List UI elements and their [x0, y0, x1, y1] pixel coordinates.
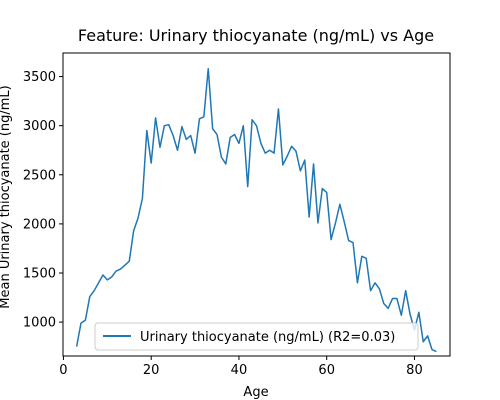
x-tick-label: 80: [406, 363, 423, 378]
series-line: [75, 67, 437, 353]
chart-title: Feature: Urinary thiocyanate (ng/mL) vs …: [78, 26, 434, 45]
x-axis-ticks: 0 20 40 60 80: [59, 356, 423, 378]
x-tick-label: 20: [143, 363, 160, 378]
legend-label: Urinary thiocyanate (ng/mL) (R2=0.03): [140, 330, 395, 345]
y-axis-ticks: 1000 1500 2000 2500 3000 3500: [23, 70, 63, 331]
legend: Urinary thiocyanate (ng/mL) (R2=0.03): [94, 322, 419, 351]
y-axis-label: Mean Urinary thiocyanate (ng/mL): [0, 85, 13, 308]
legend-box: [94, 322, 419, 351]
y-tick-label: 1500: [23, 267, 56, 282]
y-tick-label: 3500: [23, 70, 56, 85]
y-tick-label: 2500: [23, 168, 56, 183]
y-tick-label: 3000: [23, 119, 56, 134]
x-tick-label: 60: [318, 363, 335, 378]
x-tick-label: 40: [231, 363, 248, 378]
y-tick-label: 2000: [23, 217, 56, 232]
x-tick-label: 0: [59, 363, 67, 378]
y-tick-label: 1000: [23, 316, 56, 331]
x-axis-label: Age: [243, 385, 268, 400]
plot-area: [62, 52, 451, 357]
axes-frame: [62, 52, 451, 357]
